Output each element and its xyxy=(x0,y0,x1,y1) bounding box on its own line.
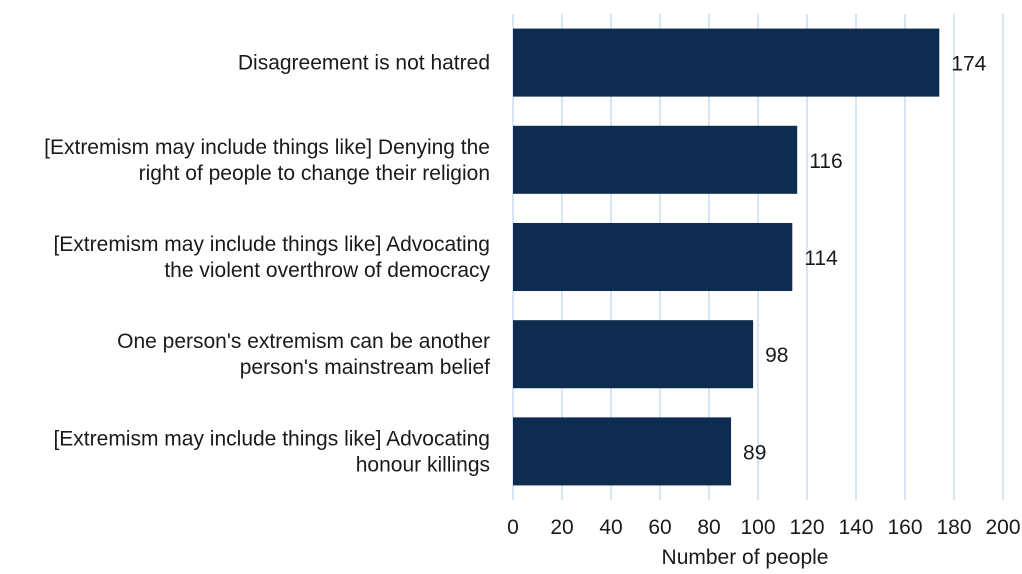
data-labels: 174 116 114 98 89 xyxy=(743,53,987,465)
category-label-1: Disagreement is not hatred xyxy=(238,52,490,75)
category-label-2: [Extremism may include things like] Deny… xyxy=(44,136,490,185)
data-label-4: 98 xyxy=(765,344,788,367)
x-tick-labels: 0 20 40 60 80 100 120 140 160 180 200 xyxy=(507,516,1020,539)
x-tick-label-120: 120 xyxy=(789,516,824,539)
bar-1 xyxy=(513,28,940,97)
data-label-5: 89 xyxy=(743,441,766,464)
x-tick-label-60: 60 xyxy=(648,516,671,539)
bar-2 xyxy=(513,125,798,194)
data-label-2: 116 xyxy=(809,150,842,173)
category-label-4: One person's extremism can be another per… xyxy=(117,330,490,379)
bar-5 xyxy=(513,417,732,486)
data-label-1: 174 xyxy=(951,53,986,76)
x-tick-label-0: 0 xyxy=(507,516,519,539)
x-axis-title: Number of people xyxy=(662,546,829,569)
category-label-5: [Extremism may include things like] Advo… xyxy=(53,427,490,476)
x-tick-label-180: 180 xyxy=(936,516,971,539)
x-tick-label-20: 20 xyxy=(550,516,573,539)
category-labels: Disagreement is not hatred [Extremism may… xyxy=(44,52,490,477)
x-tick-label-160: 160 xyxy=(887,516,922,539)
data-label-3: 114 xyxy=(804,247,838,270)
x-tick-label-40: 40 xyxy=(599,516,622,539)
bar-4 xyxy=(513,320,754,389)
bars xyxy=(513,28,940,486)
category-label-3: [Extremism may include things like] Advo… xyxy=(53,233,490,282)
x-tick-label-200: 200 xyxy=(985,516,1020,539)
x-tick-label-100: 100 xyxy=(740,516,775,539)
x-tick-label-140: 140 xyxy=(838,516,873,539)
x-tick-label-80: 80 xyxy=(697,516,720,539)
bar-3 xyxy=(513,222,793,292)
